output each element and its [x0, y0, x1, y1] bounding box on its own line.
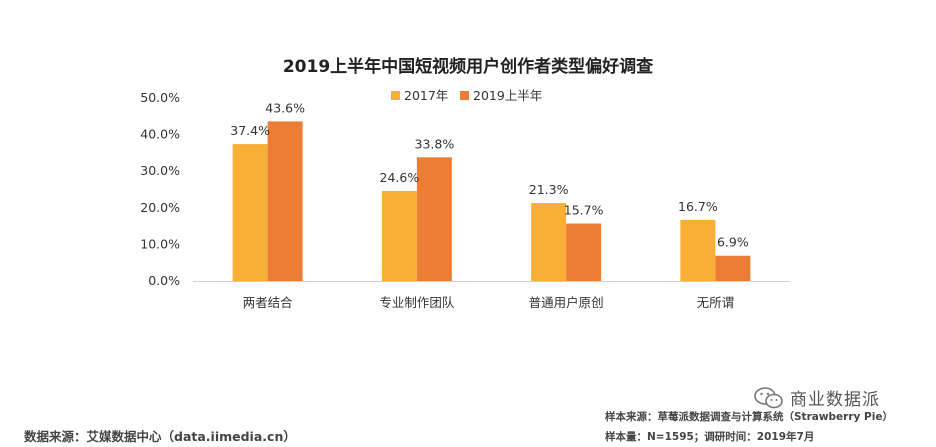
x-axis: 两者结合 专业制作团队 普通用户原创 无所谓	[193, 281, 790, 310]
bar	[232, 144, 268, 281]
bar	[715, 255, 751, 281]
legend: 2017年 2019上半年	[391, 88, 542, 103]
chart-title: 2019上半年中国短视频用户创作者类型偏好调查	[283, 56, 654, 77]
legend-swatch	[460, 91, 469, 100]
bar	[566, 223, 602, 281]
data-label: 15.7%	[564, 203, 604, 218]
data-label: 21.3%	[529, 182, 569, 197]
legend-label: 2019上半年	[473, 88, 542, 103]
bar	[416, 157, 452, 281]
sample-size-note: 样本量：N=1595；调研时间：2019年7月	[605, 431, 815, 443]
data-label: 37.4%	[230, 123, 270, 138]
watermark-text: 商业数据派	[790, 390, 880, 410]
x-tick-label: 普通用户原创	[529, 295, 604, 310]
source-note: 数据来源：艾媒数据中心（data.iimedia.cn）	[24, 429, 296, 444]
bar	[531, 203, 567, 281]
y-tick-label: 20.0%	[140, 200, 180, 215]
data-labels: 37.4% 43.6% 24.6% 33.8% 21.3% 15.7% 16.7% 6.9%	[230, 100, 749, 249]
data-label: 6.9%	[717, 235, 749, 250]
legend-swatch	[391, 91, 400, 100]
bar	[381, 190, 417, 281]
y-tick-label: 40.0%	[140, 127, 180, 142]
legend-label: 2017年	[404, 88, 448, 103]
bar	[267, 121, 303, 281]
y-tick-label: 10.0%	[140, 236, 180, 251]
data-label: 43.6%	[265, 100, 305, 115]
x-tick-label: 两者结合	[243, 295, 294, 310]
watermark: 商业数据派	[754, 385, 880, 410]
bar	[680, 219, 716, 281]
data-label: 24.6%	[380, 170, 420, 185]
sample-source-note: 样本来源：草莓派数据调查与计算系统（Strawberry Pie）	[605, 411, 893, 423]
data-label: 33.8%	[415, 136, 455, 151]
y-tick-label: 30.0%	[140, 163, 180, 178]
bars	[232, 121, 751, 281]
y-tick-label: 50.0%	[140, 90, 180, 105]
y-tick-label: 0.0%	[148, 273, 180, 288]
data-label: 16.7%	[678, 199, 718, 214]
x-tick-label: 无所谓	[697, 295, 735, 310]
wechat-icon	[754, 386, 783, 408]
y-axis: 0.0% 10.0% 20.0% 30.0% 40.0% 50.0%	[140, 90, 180, 288]
x-tick-label: 专业制作团队	[379, 295, 455, 310]
